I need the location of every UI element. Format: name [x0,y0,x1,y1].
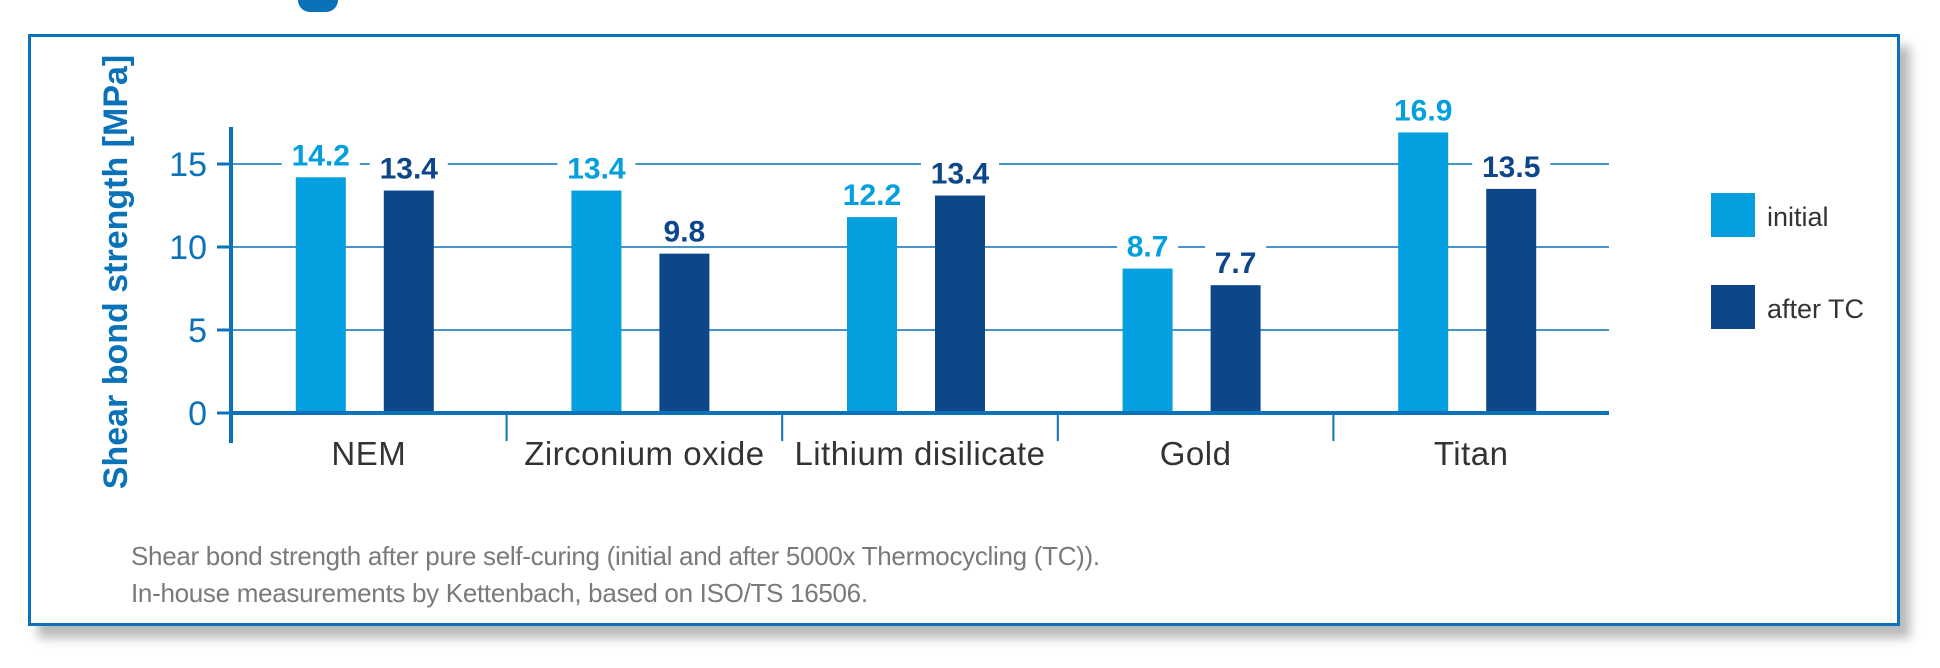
category-label: NEM [331,435,406,472]
legend-swatch-initial [1711,193,1755,237]
bar-initial [1122,268,1173,413]
value-label-bg [557,150,636,183]
bar-initial [295,177,346,413]
value-label-after-tc: 9.8 [664,216,706,249]
bar-initial [847,217,897,413]
value-label-bg [369,150,448,183]
category-label: Titan [1434,435,1509,472]
bar-after-tc [1486,188,1537,413]
value-label-bg [833,177,911,210]
legend-label-after-tc: after TC [1767,294,1864,324]
y-tick-label: 0 [188,395,207,433]
value-label-bg [1384,92,1463,125]
y-axis-title: Shear bond strength [MPa] [97,55,135,489]
category-label: Gold [1160,435,1232,472]
category-label: Zirconium oxide [524,435,764,472]
value-label-initial: 8.7 [1127,231,1169,264]
caption-line-1: Shear bond strength after pure self-curi… [131,541,1100,571]
value-label-after-tc: 7.7 [1215,247,1257,280]
value-label-after-tc: 13.4 [380,153,439,186]
bar-chart: 0 5 10 15 14.2 13.4 NEM 13.4 9.8 Zirconium oxide 1… [97,55,1864,489]
caption-line-2: In-house measurements by Kettenbach, bas… [131,578,868,608]
value-label-bg [1117,228,1179,261]
heading-fragment [298,0,338,12]
bar-after-tc [383,190,434,413]
value-label-bg [653,213,715,246]
value-label-initial: 16.9 [1394,94,1452,127]
bar-after-tc [1210,285,1261,413]
value-label-bg [1472,148,1551,181]
bar-after-tc [935,195,985,413]
y-tick-label: 5 [188,312,207,350]
value-label-bg [921,155,999,188]
legend-swatch-after-tc [1711,285,1755,329]
value-label-initial: 12.2 [843,179,901,212]
value-label-initial: 14.2 [292,139,350,172]
value-label-after-tc: 13.5 [1482,151,1540,184]
chart-panel: 0 5 10 15 14.2 13.4 NEM 13.4 9.8 Zirconium oxide 1… [28,34,1900,626]
y-tick-label: 10 [169,229,207,267]
value-label-after-tc: 13.4 [931,158,990,191]
category-label: Lithium disilicate [794,435,1045,472]
y-tick-label: 15 [169,146,207,184]
bar-after-tc [659,253,710,413]
value-label-bg [281,137,360,170]
bar-initial [1398,132,1449,413]
value-label-initial: 13.4 [567,153,626,186]
value-label-bg [1205,245,1267,278]
legend-label-initial: initial [1767,202,1829,232]
bar-initial [571,190,622,413]
